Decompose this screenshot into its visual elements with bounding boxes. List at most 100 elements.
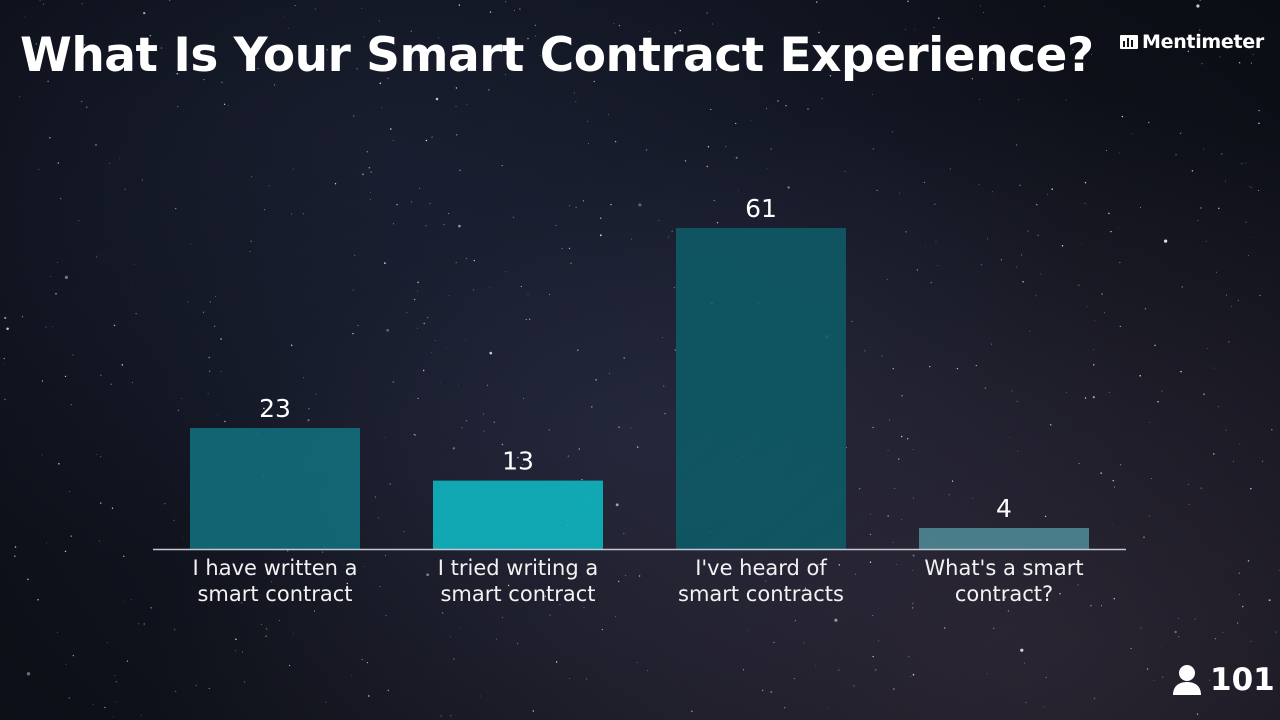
star — [1188, 484, 1189, 485]
star — [1250, 62, 1252, 64]
star — [64, 550, 67, 553]
star — [892, 368, 894, 370]
star — [1148, 515, 1150, 517]
star — [1113, 597, 1116, 600]
star — [599, 217, 602, 219]
star — [787, 186, 790, 189]
star — [448, 295, 450, 297]
star — [1035, 295, 1037, 297]
star — [1203, 393, 1205, 395]
star — [440, 382, 441, 383]
star — [869, 513, 871, 515]
star — [987, 238, 989, 240]
star — [1061, 245, 1064, 247]
bar-value-label: 61 — [745, 194, 777, 223]
star — [143, 11, 146, 15]
star — [207, 393, 209, 395]
star — [417, 290, 418, 292]
star — [1047, 194, 1049, 195]
star — [131, 381, 133, 383]
star — [133, 263, 135, 265]
star — [466, 104, 468, 105]
star — [887, 515, 889, 517]
star — [1153, 679, 1155, 681]
star — [1016, 266, 1018, 268]
star — [1205, 240, 1207, 242]
star — [630, 427, 632, 429]
star — [410, 30, 413, 32]
star — [1213, 367, 1215, 369]
star — [901, 395, 903, 397]
star — [483, 430, 485, 432]
star — [682, 588, 685, 590]
star — [132, 281, 133, 283]
star — [586, 120, 588, 122]
star — [1209, 679, 1211, 681]
star — [1250, 187, 1253, 189]
star — [1259, 294, 1261, 296]
star — [881, 355, 883, 357]
x-tick-label: What's a smart contract? — [924, 556, 1084, 606]
star — [95, 454, 97, 455]
star — [371, 42, 374, 44]
star — [1249, 186, 1251, 188]
star — [505, 74, 506, 76]
star — [130, 599, 132, 600]
star — [49, 137, 51, 139]
star — [92, 704, 94, 706]
star — [1245, 221, 1247, 223]
star — [224, 420, 226, 423]
star — [1065, 99, 1067, 101]
star — [1250, 488, 1252, 490]
star — [1081, 243, 1082, 245]
star — [1224, 180, 1226, 182]
star — [181, 398, 183, 400]
star — [1219, 56, 1221, 58]
star — [519, 8, 521, 10]
star — [1199, 29, 1201, 31]
star — [378, 20, 380, 22]
star — [875, 669, 877, 671]
star — [908, 656, 910, 658]
star — [869, 561, 872, 563]
star — [1226, 294, 1228, 296]
star — [214, 325, 216, 327]
star — [993, 627, 995, 629]
star — [378, 517, 380, 519]
star — [1178, 636, 1180, 638]
star — [529, 453, 531, 455]
star — [379, 585, 381, 588]
star — [489, 11, 492, 13]
star — [851, 320, 853, 323]
star — [990, 343, 993, 345]
star — [691, 710, 693, 712]
star — [209, 370, 211, 372]
star — [766, 168, 768, 169]
star — [14, 555, 16, 557]
star — [1175, 154, 1177, 156]
star — [532, 710, 535, 712]
star — [986, 673, 988, 675]
star — [1139, 207, 1141, 208]
star — [392, 140, 394, 141]
star — [1092, 396, 1095, 399]
star — [58, 463, 60, 465]
star — [735, 156, 738, 159]
star — [713, 199, 715, 202]
star — [149, 34, 152, 37]
star — [65, 664, 67, 666]
star — [1205, 621, 1207, 623]
star — [4, 398, 6, 401]
star — [782, 39, 783, 40]
star — [81, 100, 83, 102]
star — [838, 669, 840, 671]
star — [1248, 255, 1249, 256]
star — [1105, 150, 1107, 152]
star — [411, 201, 413, 203]
star — [1146, 668, 1149, 670]
star — [426, 573, 430, 577]
bar-value-label: 13 — [502, 447, 534, 476]
star — [124, 188, 126, 191]
star — [1036, 204, 1038, 206]
star — [438, 37, 439, 39]
